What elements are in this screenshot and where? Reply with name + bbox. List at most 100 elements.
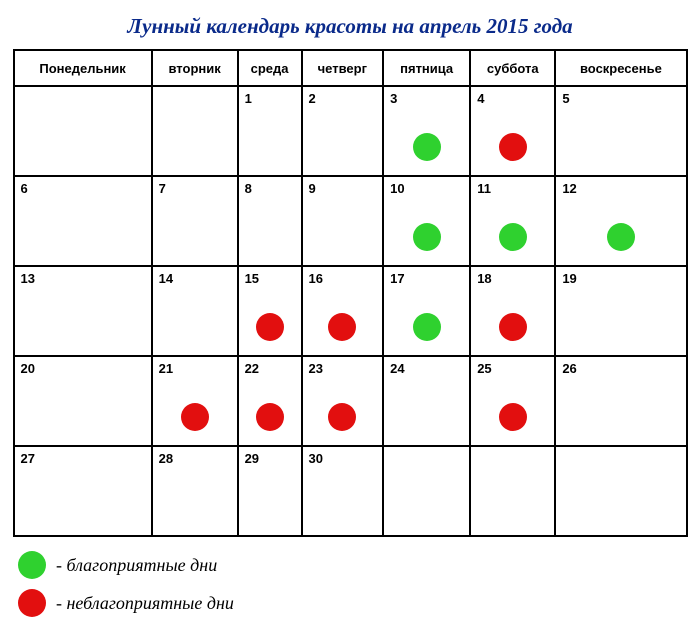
day-cell: 23 — [302, 356, 384, 446]
day-cell: 10 — [383, 176, 470, 266]
day-cell: 2 — [302, 86, 384, 176]
calendar-table: Понедельник вторник среда четверг пятниц… — [13, 49, 688, 537]
unfavorable-dot-icon — [499, 133, 527, 161]
day-cell: 30 — [302, 446, 384, 536]
day-number: 23 — [309, 361, 323, 376]
day-cell: 12 — [555, 176, 686, 266]
table-row: 13 14 15 16 17 18 19 — [14, 266, 687, 356]
day-number: 21 — [159, 361, 173, 376]
table-row: 20 21 22 23 24 25 26 — [14, 356, 687, 446]
header-cell: среда — [238, 50, 302, 86]
unfavorable-dot-icon — [256, 313, 284, 341]
day-number: 12 — [562, 181, 576, 196]
day-number: 5 — [562, 91, 569, 106]
day-number: 15 — [245, 271, 259, 286]
day-cell: 26 — [555, 356, 686, 446]
day-number: 7 — [159, 181, 166, 196]
day-cell: 21 — [152, 356, 238, 446]
table-row: 1 2 3 4 5 — [14, 86, 687, 176]
favorable-dot-icon — [499, 223, 527, 251]
day-number: 22 — [245, 361, 259, 376]
day-number: 18 — [477, 271, 491, 286]
day-cell: 22 — [238, 356, 302, 446]
day-number: 13 — [21, 271, 35, 286]
day-cell: 17 — [383, 266, 470, 356]
day-cell: 3 — [383, 86, 470, 176]
table-row: 6 7 8 9 10 11 12 — [14, 176, 687, 266]
day-number: 28 — [159, 451, 173, 466]
favorable-dot-icon — [413, 223, 441, 251]
day-cell: 29 — [238, 446, 302, 536]
header-cell: воскресенье — [555, 50, 686, 86]
header-cell: Понедельник — [14, 50, 152, 86]
day-cell: 11 — [470, 176, 555, 266]
day-cell: 1 — [238, 86, 302, 176]
header-cell: пятница — [383, 50, 470, 86]
header-cell: вторник — [152, 50, 238, 86]
day-number: 27 — [21, 451, 35, 466]
unfavorable-dot-icon — [18, 589, 46, 617]
day-cell: 4 — [470, 86, 555, 176]
unfavorable-dot-icon — [181, 403, 209, 431]
day-number: 6 — [21, 181, 28, 196]
day-cell: 6 — [14, 176, 152, 266]
day-cell — [14, 86, 152, 176]
unfavorable-dot-icon — [256, 403, 284, 431]
unfavorable-dot-icon — [328, 313, 356, 341]
day-number: 16 — [309, 271, 323, 286]
table-row: 27 28 29 30 — [14, 446, 687, 536]
day-number: 30 — [309, 451, 323, 466]
day-number: 19 — [562, 271, 576, 286]
calendar-body: 1234567891011121314151617181920212223242… — [14, 86, 687, 536]
day-number: 26 — [562, 361, 576, 376]
favorable-dot-icon — [413, 313, 441, 341]
legend-unfavorable: - неблагоприятные дни — [18, 589, 690, 617]
legend-favorable: - благоприятные дни — [18, 551, 690, 579]
day-cell — [470, 446, 555, 536]
day-cell: 24 — [383, 356, 470, 446]
day-cell: 15 — [238, 266, 302, 356]
header-cell: четверг — [302, 50, 384, 86]
day-cell: 16 — [302, 266, 384, 356]
day-number: 25 — [477, 361, 491, 376]
day-cell: 25 — [470, 356, 555, 446]
day-cell: 28 — [152, 446, 238, 536]
day-number: 29 — [245, 451, 259, 466]
unfavorable-dot-icon — [499, 403, 527, 431]
day-number: 20 — [21, 361, 35, 376]
favorable-dot-icon — [18, 551, 46, 579]
day-cell: 20 — [14, 356, 152, 446]
day-cell — [555, 446, 686, 536]
day-number: 10 — [390, 181, 404, 196]
day-cell: 14 — [152, 266, 238, 356]
day-cell: 8 — [238, 176, 302, 266]
day-number: 8 — [245, 181, 252, 196]
legend-unfavorable-label: - неблагоприятные дни — [56, 593, 234, 614]
day-cell — [152, 86, 238, 176]
day-cell: 7 — [152, 176, 238, 266]
header-cell: суббота — [470, 50, 555, 86]
day-number: 4 — [477, 91, 484, 106]
legend-favorable-label: - благоприятные дни — [56, 555, 217, 576]
day-cell: 19 — [555, 266, 686, 356]
day-cell — [383, 446, 470, 536]
unfavorable-dot-icon — [499, 313, 527, 341]
day-number: 14 — [159, 271, 173, 286]
day-cell: 9 — [302, 176, 384, 266]
unfavorable-dot-icon — [328, 403, 356, 431]
day-number: 2 — [309, 91, 316, 106]
day-cell: 27 — [14, 446, 152, 536]
favorable-dot-icon — [413, 133, 441, 161]
day-cell: 5 — [555, 86, 686, 176]
day-number: 11 — [477, 181, 491, 196]
favorable-dot-icon — [607, 223, 635, 251]
header-row: Понедельник вторник среда четверг пятниц… — [14, 50, 687, 86]
day-cell: 13 — [14, 266, 152, 356]
day-number: 24 — [390, 361, 404, 376]
page-title: Лунный календарь красоты на апрель 2015 … — [10, 14, 690, 39]
legend: - благоприятные дни - неблагоприятные дн… — [18, 551, 690, 617]
day-cell: 18 — [470, 266, 555, 356]
day-number: 17 — [390, 271, 404, 286]
day-number: 1 — [245, 91, 252, 106]
day-number: 3 — [390, 91, 397, 106]
